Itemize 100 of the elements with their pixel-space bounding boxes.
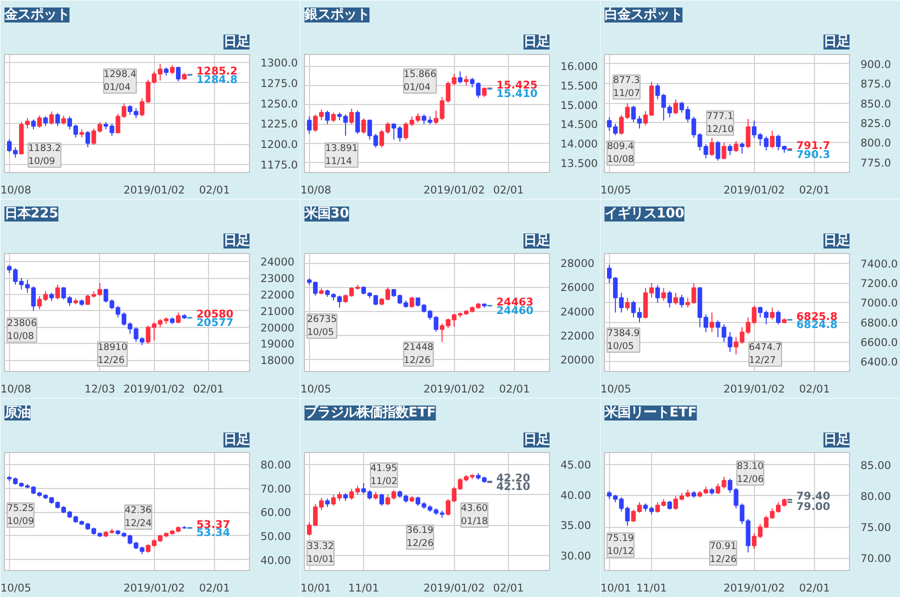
x-tick-label: 2019/01/02 bbox=[123, 184, 185, 196]
x-tick-label: 10/05 bbox=[600, 382, 632, 396]
chart-subtitle: 日足 bbox=[824, 432, 850, 448]
annotation: 42.36 12/24 bbox=[124, 505, 152, 530]
y-tick-label: 800.0 bbox=[860, 136, 892, 150]
y-tick-label: 7200.0 bbox=[860, 277, 898, 290]
x-tick-label: 02/01 bbox=[799, 582, 830, 594]
y-tick-label: 23000 bbox=[260, 272, 295, 286]
x-tick-label: 2019/01/02 bbox=[723, 582, 785, 594]
chart-title: 日本225 bbox=[4, 206, 58, 222]
y-tick-label: 1175.0 bbox=[260, 158, 298, 172]
y-tick-label: 22000 bbox=[560, 329, 595, 342]
x-tick-label: 2019/01/02 bbox=[123, 382, 185, 396]
y-tick-label: 6400.0 bbox=[860, 356, 898, 369]
y-tick-label: 24000 bbox=[260, 256, 295, 269]
x-tick-label: 2019/01/02 bbox=[723, 184, 785, 196]
x-tick-label: 11/01 bbox=[348, 582, 379, 594]
y-tick-label: 850.0 bbox=[860, 97, 892, 110]
x-tick-label: 10/01 bbox=[300, 582, 332, 594]
annotation: 43.60 01/18 bbox=[460, 503, 488, 528]
chart-subtitle: 日足 bbox=[824, 234, 850, 248]
y-tick-label: 1275.0 bbox=[260, 76, 298, 90]
y-tick-label: 24000 bbox=[560, 305, 595, 318]
y-tick-label: 18000 bbox=[260, 354, 295, 368]
chart-subtitle: 日足 bbox=[224, 34, 250, 50]
annotation: 809.4 10/08 bbox=[607, 141, 634, 166]
y-tick-label: 1250.0 bbox=[260, 97, 298, 110]
x-tick-label: 02/01 bbox=[799, 184, 830, 196]
y-tick-label: 21000 bbox=[260, 304, 295, 318]
annotation: 15.866 01/04 bbox=[404, 68, 436, 94]
y-tick-label: 45.00 bbox=[560, 458, 592, 472]
ref-line-label: 79.00 bbox=[796, 500, 830, 514]
y-tick-label: 7000.0 bbox=[860, 296, 898, 310]
y-tick-label: 40.00 bbox=[560, 488, 592, 502]
y-tick-label: 1200.0 bbox=[260, 138, 298, 152]
chart-title: イギリス100 bbox=[604, 206, 684, 222]
chart-title: 米国リートETF bbox=[604, 406, 697, 420]
annotation: 877.3 11/07 bbox=[613, 74, 640, 100]
y-tick-label: 15.000 bbox=[560, 98, 598, 112]
x-tick-label: 2019/01/02 bbox=[423, 582, 485, 594]
x-tick-label: 11/01 bbox=[636, 582, 667, 594]
x-tick-label: 10/05 bbox=[0, 582, 32, 594]
y-tick-label: 20000 bbox=[260, 321, 295, 334]
chart-title: 金スポット bbox=[4, 8, 70, 22]
annotation: 75.25 10/09 bbox=[7, 503, 34, 528]
x-tick-label: 12/03 bbox=[84, 382, 116, 396]
y-tick-label: 900.0 bbox=[860, 58, 892, 71]
y-tick-label: 7400.0 bbox=[860, 257, 898, 270]
y-tick-label: 30.00 bbox=[560, 549, 592, 562]
y-tick-label: 60.00 bbox=[260, 506, 292, 520]
y-tick-label: 22000 bbox=[260, 288, 295, 302]
annotation: 70.91 12/26 bbox=[710, 541, 737, 566]
y-tick-label: 14.000 bbox=[560, 137, 598, 150]
x-tick-label: 02/01 bbox=[493, 184, 524, 196]
annotation: 75.19 10/12 bbox=[607, 533, 634, 558]
x-tick-label: 02/01 bbox=[799, 382, 830, 396]
annotation: 36.19 12/26 bbox=[406, 525, 434, 550]
x-tick-label: 02/01 bbox=[193, 382, 224, 396]
x-tick-label: 10/08 bbox=[0, 184, 32, 196]
y-tick-label: 85.00 bbox=[860, 458, 892, 472]
y-tick-label: 1225.0 bbox=[260, 118, 298, 131]
y-tick-label: 875.0 bbox=[860, 78, 892, 91]
x-tick-label: 02/01 bbox=[199, 582, 230, 594]
x-tick-label: 02/01 bbox=[499, 382, 530, 396]
y-tick-label: 80.00 bbox=[860, 490, 892, 503]
y-tick-label: 26000 bbox=[560, 281, 595, 294]
y-tick-label: 6800.0 bbox=[860, 316, 898, 330]
chart-title: 白金スポット bbox=[604, 8, 682, 22]
y-tick-label: 28000 bbox=[560, 257, 595, 270]
chart-subtitle: 日足 bbox=[524, 234, 550, 248]
x-tick-label: 10/01 bbox=[600, 582, 632, 594]
chart-subtitle: 日足 bbox=[524, 432, 550, 448]
y-tick-label: 16.000 bbox=[560, 60, 598, 74]
annotation: 41.95 11/02 bbox=[370, 462, 398, 488]
y-tick-label: 15.500 bbox=[560, 79, 598, 92]
y-tick-label: 825.0 bbox=[860, 116, 892, 130]
chart-title: 銀スポット bbox=[304, 8, 370, 22]
x-tick-label: 02/01 bbox=[493, 582, 524, 594]
x-tick-label: 02/01 bbox=[199, 184, 230, 196]
x-tick-label: 2019/01/02 bbox=[423, 184, 485, 196]
chart-subtitle: 日足 bbox=[524, 34, 550, 50]
chart-subtitle: 日足 bbox=[824, 34, 850, 50]
chart-title: 原油 bbox=[4, 406, 30, 420]
y-tick-label: 70.00 bbox=[860, 552, 892, 566]
x-tick-label: 2019/01/02 bbox=[123, 582, 185, 594]
annotation: 6474.7 12/27 bbox=[748, 342, 782, 366]
annotation: 1298.4 01/04 bbox=[104, 68, 136, 94]
y-tick-label: 14.500 bbox=[560, 118, 598, 132]
y-tick-label: 70.00 bbox=[260, 482, 292, 496]
annotation: 1183.2 10/09 bbox=[28, 143, 61, 168]
chart-title: 米国30 bbox=[304, 206, 350, 222]
y-tick-label: 775.0 bbox=[860, 156, 892, 170]
annotation: 777.1 12/10 bbox=[706, 111, 734, 136]
x-tick-label: 10/05 bbox=[300, 382, 332, 396]
annotation: 13.891 11/14 bbox=[325, 143, 358, 168]
x-tick-label: 10/08 bbox=[300, 184, 332, 196]
annotation: 83.10 12/06 bbox=[736, 460, 764, 486]
annotation: 26735 10/05 bbox=[307, 314, 337, 338]
x-tick-label: 10/05 bbox=[600, 184, 632, 196]
annotation: 18910 12/26 bbox=[98, 342, 128, 366]
